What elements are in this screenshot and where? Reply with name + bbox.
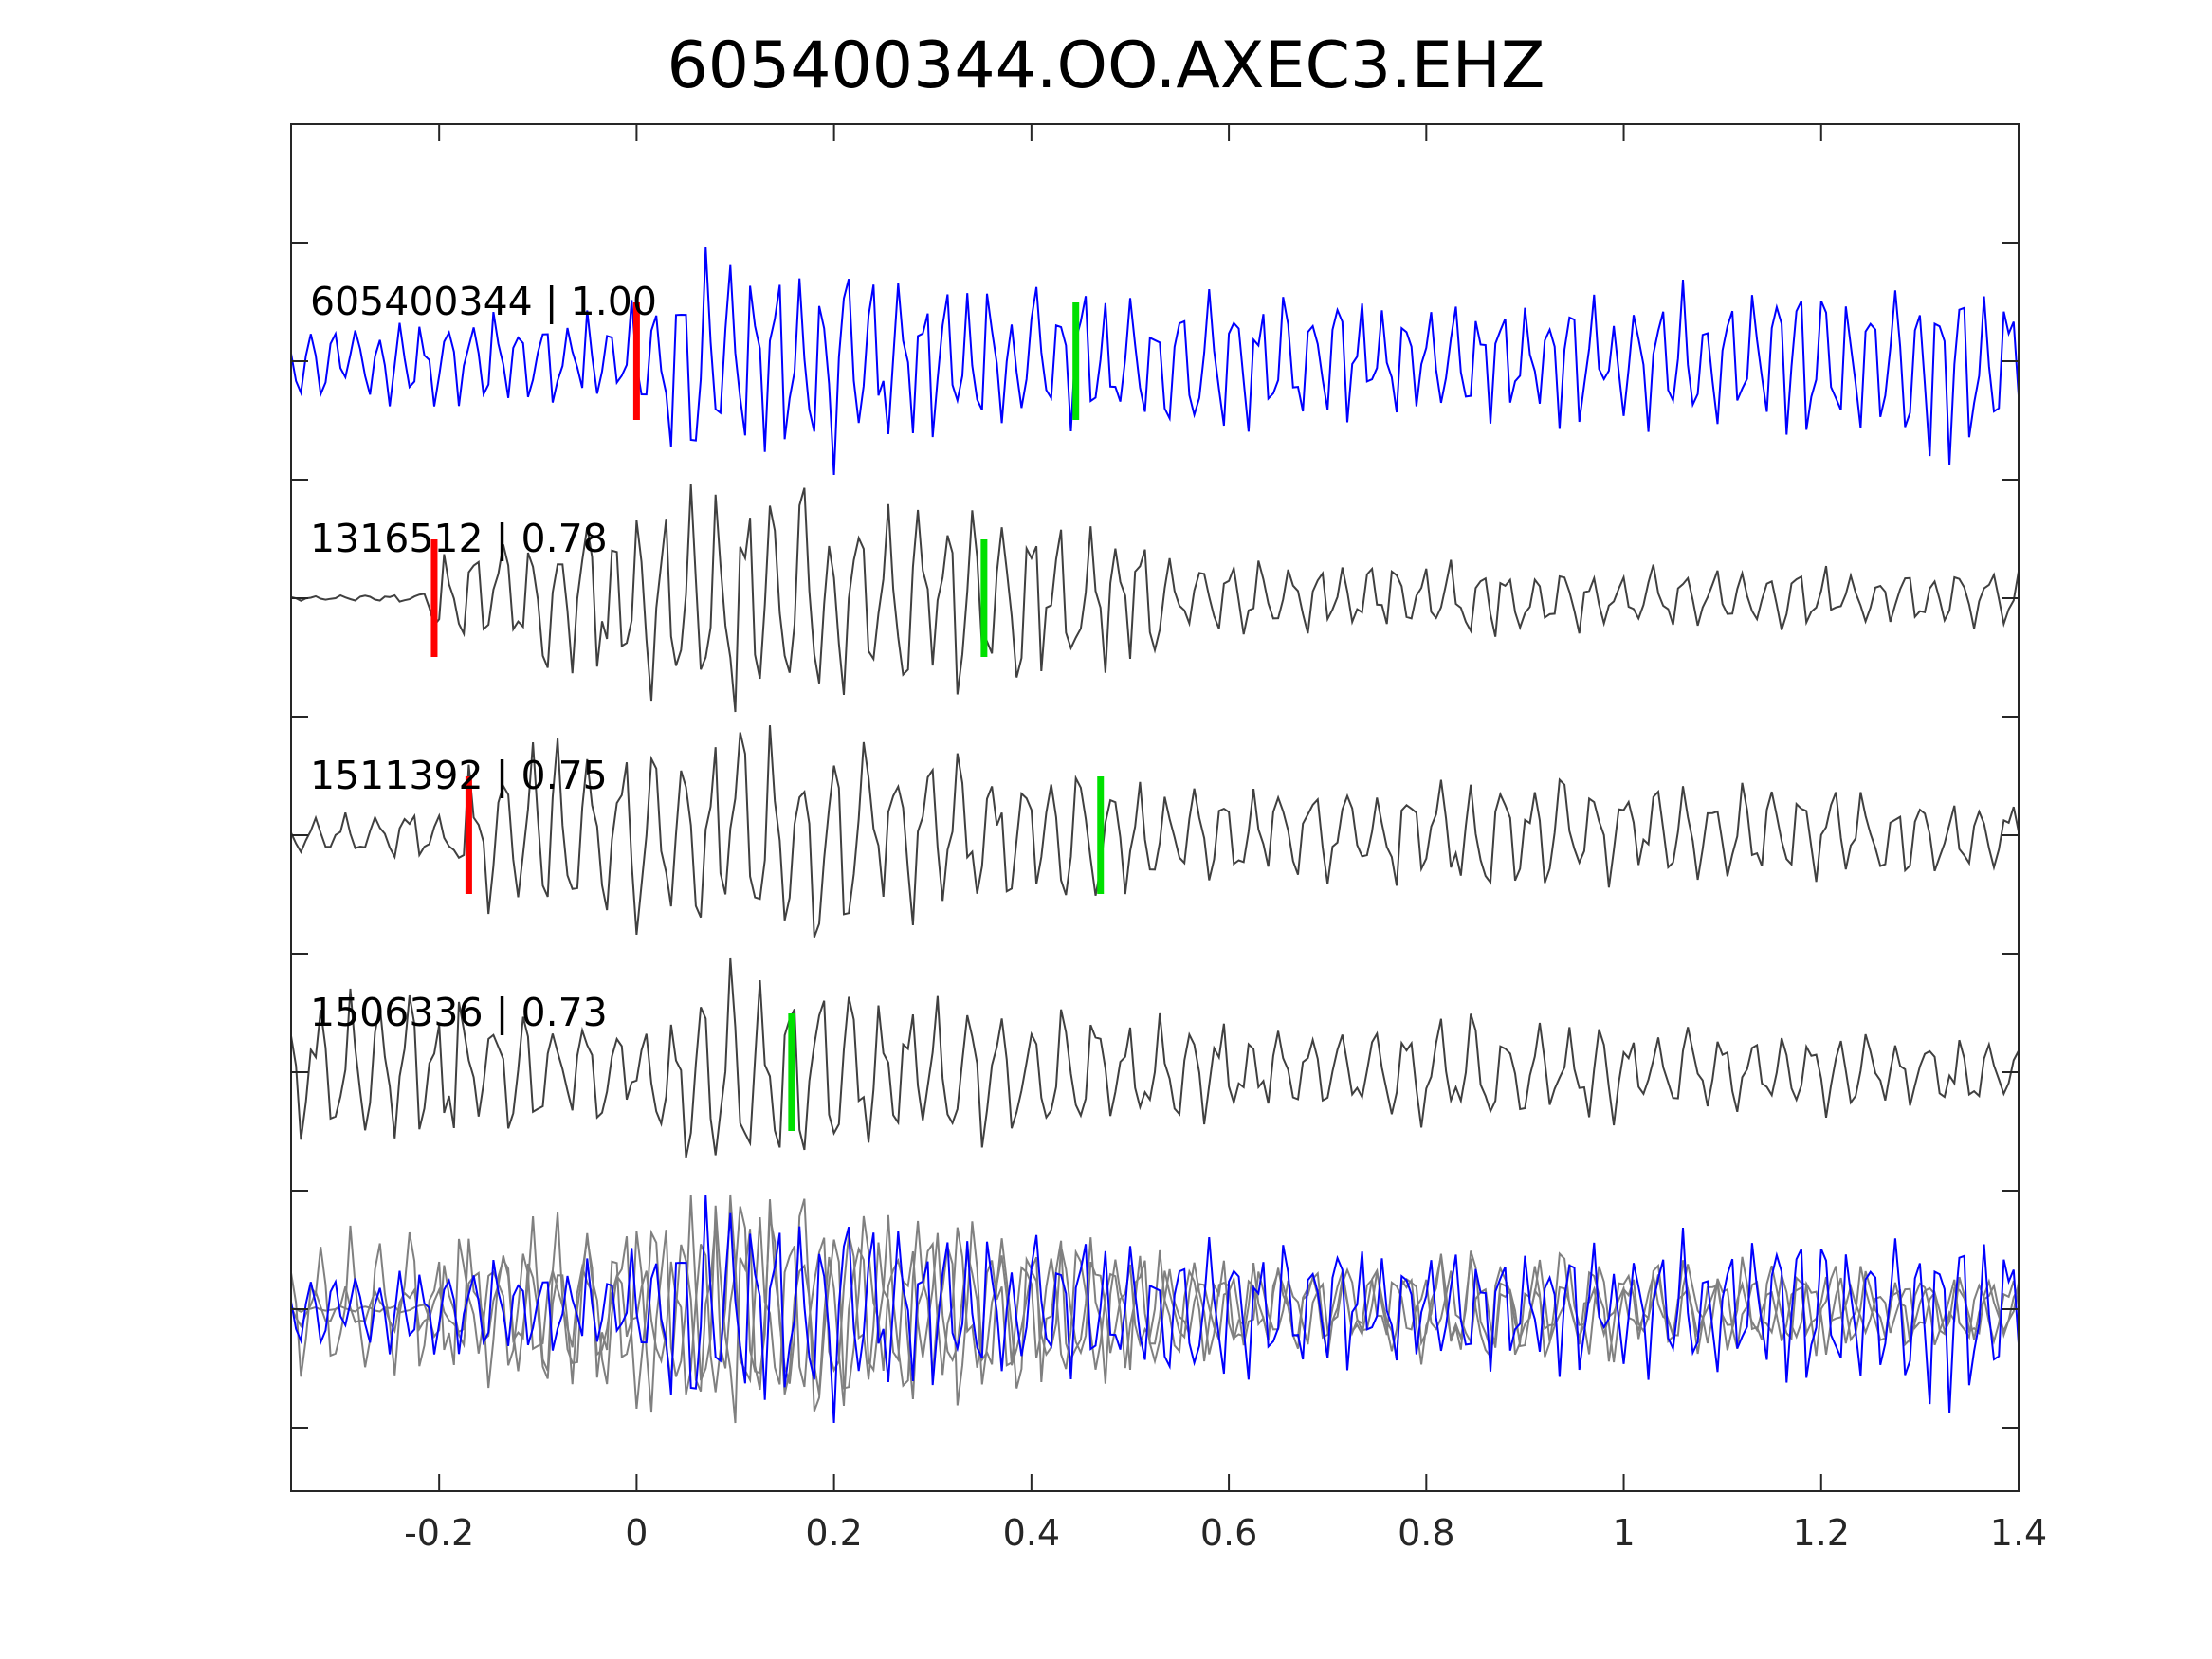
overlay-trace-3 [290, 1199, 2020, 1412]
overlay-trace-4 [290, 1194, 2020, 1395]
x-tick-label: 1.4 [1990, 1512, 2047, 1554]
trace-line-1 [290, 246, 2020, 476]
x-tick-label: -0.2 [404, 1512, 474, 1554]
x-tick-label: 0.4 [1003, 1512, 1060, 1554]
plot-frame [290, 123, 2020, 1492]
x-tick-label: 0.6 [1200, 1512, 1257, 1554]
chart-title: 605400344.OO.AXEC3.EHZ [667, 28, 1545, 103]
pick-marker-group [430, 302, 1105, 1131]
x-tick-label: 0.2 [805, 1512, 862, 1554]
overlay-trace-2 [290, 1194, 2020, 1424]
trace-label-group: 605400344 | 1.00 1316512 | 0.78 1511392 | … [310, 279, 657, 1035]
x-tick-label: 1.2 [1793, 1512, 1850, 1554]
trace-line-2 [290, 483, 2020, 713]
x-axis: -0.2 0 0.2 0.4 0.6 0.8 1 1.2 1.4 [404, 124, 2047, 1554]
x-tick-label: 0.8 [1398, 1512, 1454, 1554]
trace-line-4 [290, 957, 2020, 1158]
overlay-stack-group [290, 1194, 2020, 1424]
overlay-trace-1 [290, 1194, 2020, 1424]
trace-label-4: 1506336 | 0.73 [310, 990, 608, 1035]
y-axis [291, 242, 2019, 1429]
trace-label-3: 1511392 | 0.75 [310, 753, 608, 798]
trace-label-1: 605400344 | 1.00 [310, 279, 657, 324]
x-tick-label: 1 [1612, 1512, 1635, 1554]
trace-line-3 [290, 725, 2020, 938]
x-tick-label: 0 [625, 1512, 648, 1554]
trace-label-2: 1316512 | 0.78 [310, 516, 608, 561]
trace-group [290, 246, 2020, 1158]
